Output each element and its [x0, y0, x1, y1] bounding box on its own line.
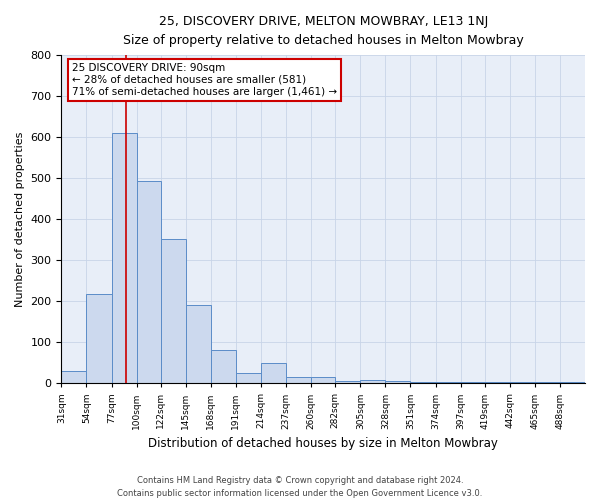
Bar [461, 382, 485, 384]
Bar [360, 380, 385, 384]
Bar [510, 382, 535, 384]
Bar [436, 382, 461, 384]
Bar [161, 239, 186, 384]
Bar [186, 306, 211, 384]
Bar [311, 377, 335, 384]
Text: 25 DISCOVERY DRIVE: 90sqm
← 28% of detached houses are smaller (581)
71% of semi: 25 DISCOVERY DRIVE: 90sqm ← 28% of detac… [72, 64, 337, 96]
Bar [112, 133, 137, 384]
Bar [385, 381, 410, 384]
Bar [286, 377, 311, 384]
Bar [236, 373, 261, 384]
Title: 25, DISCOVERY DRIVE, MELTON MOWBRAY, LE13 1NJ
Size of property relative to detac: 25, DISCOVERY DRIVE, MELTON MOWBRAY, LE1… [123, 15, 524, 47]
Bar [261, 363, 286, 384]
Bar [410, 382, 436, 384]
Bar [535, 382, 560, 384]
Bar [560, 382, 585, 384]
Y-axis label: Number of detached properties: Number of detached properties [15, 132, 25, 307]
Bar [61, 371, 86, 384]
X-axis label: Distribution of detached houses by size in Melton Mowbray: Distribution of detached houses by size … [148, 437, 498, 450]
Text: Contains HM Land Registry data © Crown copyright and database right 2024.
Contai: Contains HM Land Registry data © Crown c… [118, 476, 482, 498]
Bar [485, 382, 510, 384]
Bar [211, 350, 236, 384]
Bar [137, 181, 161, 384]
Bar [86, 294, 112, 384]
Bar [335, 381, 360, 384]
